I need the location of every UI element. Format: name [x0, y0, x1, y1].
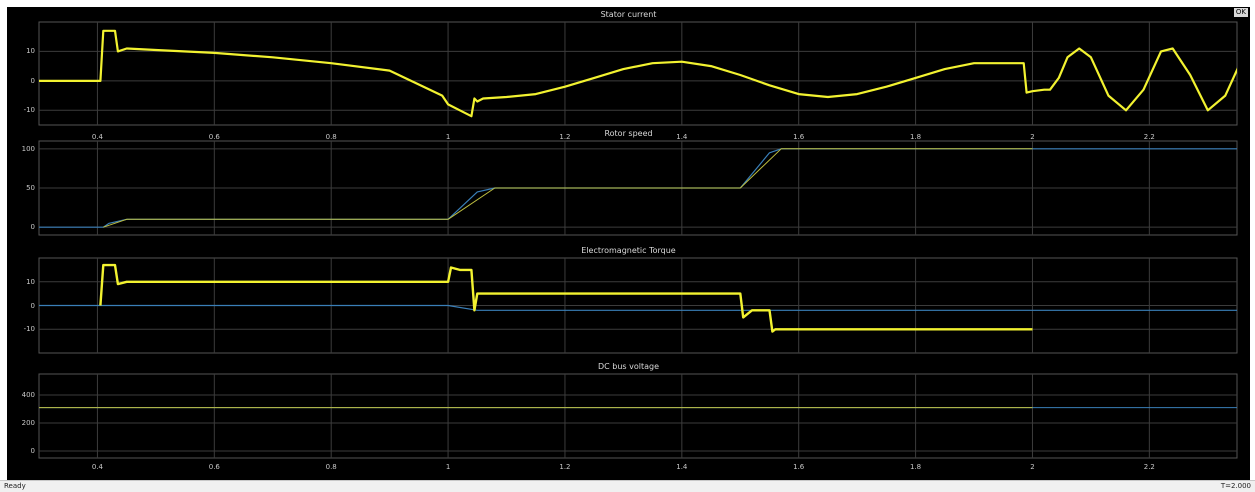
status-bar: Ready T=2.000 [0, 480, 1255, 492]
plot-area [38, 373, 1238, 459]
window-corner-button[interactable]: OK [1233, 8, 1248, 17]
series-line [39, 29, 1237, 118]
scope-plots [38, 21, 1238, 459]
series-line [103, 148, 1033, 228]
plot-panel [38, 21, 1238, 126]
scope-figure: Stator current 10 0 -10 0.4 0.6 0.8 1 1.2 1.4 1.6 1… [7, 7, 1250, 480]
plot-panel [38, 257, 1238, 354]
series-line [99, 263, 1033, 333]
series-line [39, 148, 1237, 228]
status-text: Ready [4, 482, 26, 490]
plot-panel [38, 140, 1238, 236]
plot-panel [38, 373, 1238, 459]
simulation-time: T=2.000 [1220, 482, 1251, 490]
plot-area [38, 21, 1238, 126]
